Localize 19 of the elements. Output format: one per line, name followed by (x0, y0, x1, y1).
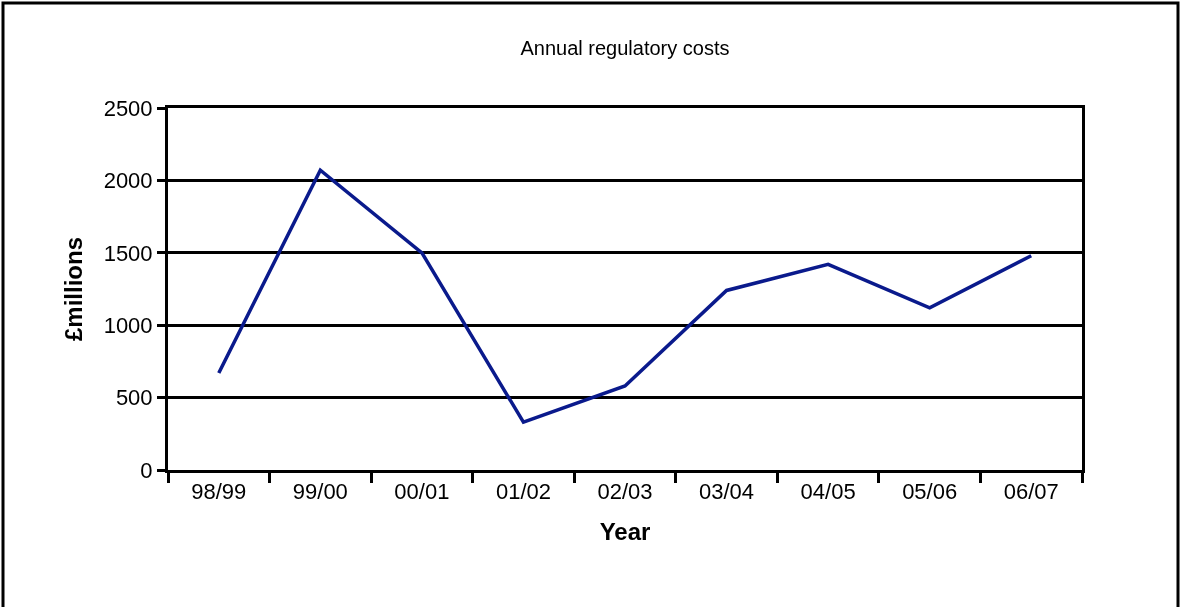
x-axis-title: Year (599, 517, 651, 545)
y-tick-label: 2000 (103, 168, 153, 194)
x-tick-label: 99/00 (292, 479, 348, 505)
y-tick-label: 0 (140, 457, 153, 483)
chart-title: Annual regulatory costs (520, 37, 730, 59)
x-tick-label: 02/03 (597, 479, 653, 505)
y-tick-label: 500 (115, 385, 153, 411)
x-tick-label: 04/05 (800, 479, 856, 505)
x-tick-label: 98/99 (191, 479, 247, 505)
x-tick-label: 01/02 (495, 479, 551, 505)
x-tick-label: 05/06 (902, 479, 958, 505)
y-axis-title: £millions (59, 236, 87, 342)
x-tick-label: 06/07 (1003, 479, 1059, 505)
y-tick-label: 1500 (103, 240, 153, 266)
y-tick-label: 1000 (103, 312, 153, 338)
line-series (217, 168, 1033, 424)
y-tick-label: 2500 (103, 95, 153, 121)
x-tick-label: 03/04 (699, 479, 755, 505)
x-tick-label: 00/01 (394, 479, 450, 505)
